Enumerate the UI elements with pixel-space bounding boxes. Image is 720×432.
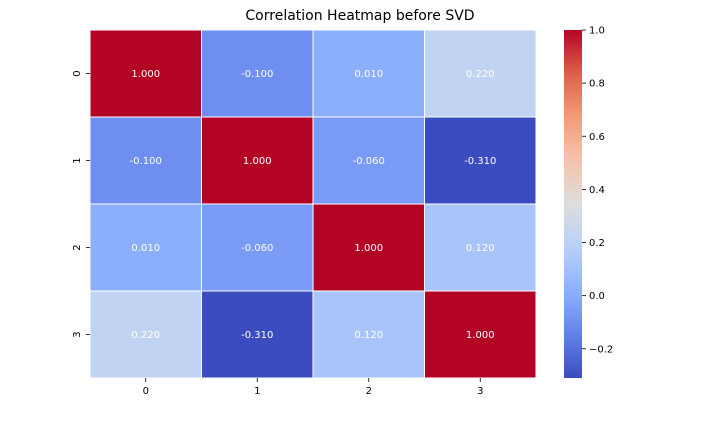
colorbar-tick-label: 1.0 <box>589 26 605 37</box>
heatmap-cell <box>89 290 202 379</box>
x-axis: 0 1 2 3 <box>143 378 483 397</box>
heatmap-cell <box>424 116 537 205</box>
cell-annotation: 0.010 <box>131 243 160 254</box>
cell-annotation: -0.060 <box>241 243 273 254</box>
colorbar-gradient <box>564 30 582 378</box>
y-tick-label: 1 <box>72 157 83 163</box>
colorbar-tick-label: 0.0 <box>589 291 605 302</box>
cell-annotation: -0.100 <box>241 69 273 80</box>
cell-annotation: -0.310 <box>241 330 273 341</box>
colorbar-tick-label: 0.8 <box>589 79 605 90</box>
heatmap-cell <box>424 29 537 118</box>
heatmap-cell <box>89 29 202 118</box>
cell-annotation: 1.000 <box>131 69 160 80</box>
x-tick-label: 0 <box>143 386 149 397</box>
cell-annotation: -0.100 <box>130 156 162 167</box>
cell-annotation: 1.000 <box>354 243 383 254</box>
x-tick-label: 3 <box>477 386 483 397</box>
y-tick-label: 2 <box>72 244 83 250</box>
heatmap-cell <box>312 29 425 118</box>
cell-annotation: 1.000 <box>243 156 272 167</box>
colorbar-tick-label: 0.4 <box>589 185 605 196</box>
heatmap-cell <box>424 290 537 379</box>
heatmap-cell <box>312 290 425 379</box>
cell-annotation: 0.220 <box>466 69 495 80</box>
heatmap-cell <box>201 116 314 205</box>
heatmap-cell <box>201 203 314 292</box>
cell-annotation: 1.000 <box>466 330 495 341</box>
heatmap-cell <box>201 290 314 379</box>
cell-annotation: 0.010 <box>354 69 383 80</box>
y-tick-label: 0 <box>72 70 83 76</box>
heatmap-cell <box>424 203 537 292</box>
chart-title: Correlation Heatmap before SVD <box>245 8 474 24</box>
x-tick-label: 2 <box>366 386 372 397</box>
heatmap-cells: 1.000 -0.100 0.010 0.220 -0.100 1.000 -0.060 -0… <box>89 29 537 379</box>
colorbar-tick-label: −0.2 <box>589 344 613 355</box>
cell-annotation: -0.060 <box>353 156 385 167</box>
cell-annotation: 0.120 <box>466 243 495 254</box>
colorbar: −0.2 0.0 0.2 0.4 0.6 0.8 1.0 <box>564 26 613 378</box>
y-axis: 0 1 2 3 <box>72 70 90 338</box>
x-tick-label: 1 <box>254 386 260 397</box>
heatmap-cell <box>89 116 202 205</box>
heatmap-cell <box>201 29 314 118</box>
cell-annotation: -0.310 <box>464 156 496 167</box>
colorbar-tick-label: 0.6 <box>589 132 605 143</box>
cell-annotation: 0.220 <box>131 330 160 341</box>
y-tick-label: 3 <box>72 331 83 337</box>
cell-annotation: 0.120 <box>354 330 383 341</box>
colorbar-tick-label: 0.2 <box>589 238 605 249</box>
